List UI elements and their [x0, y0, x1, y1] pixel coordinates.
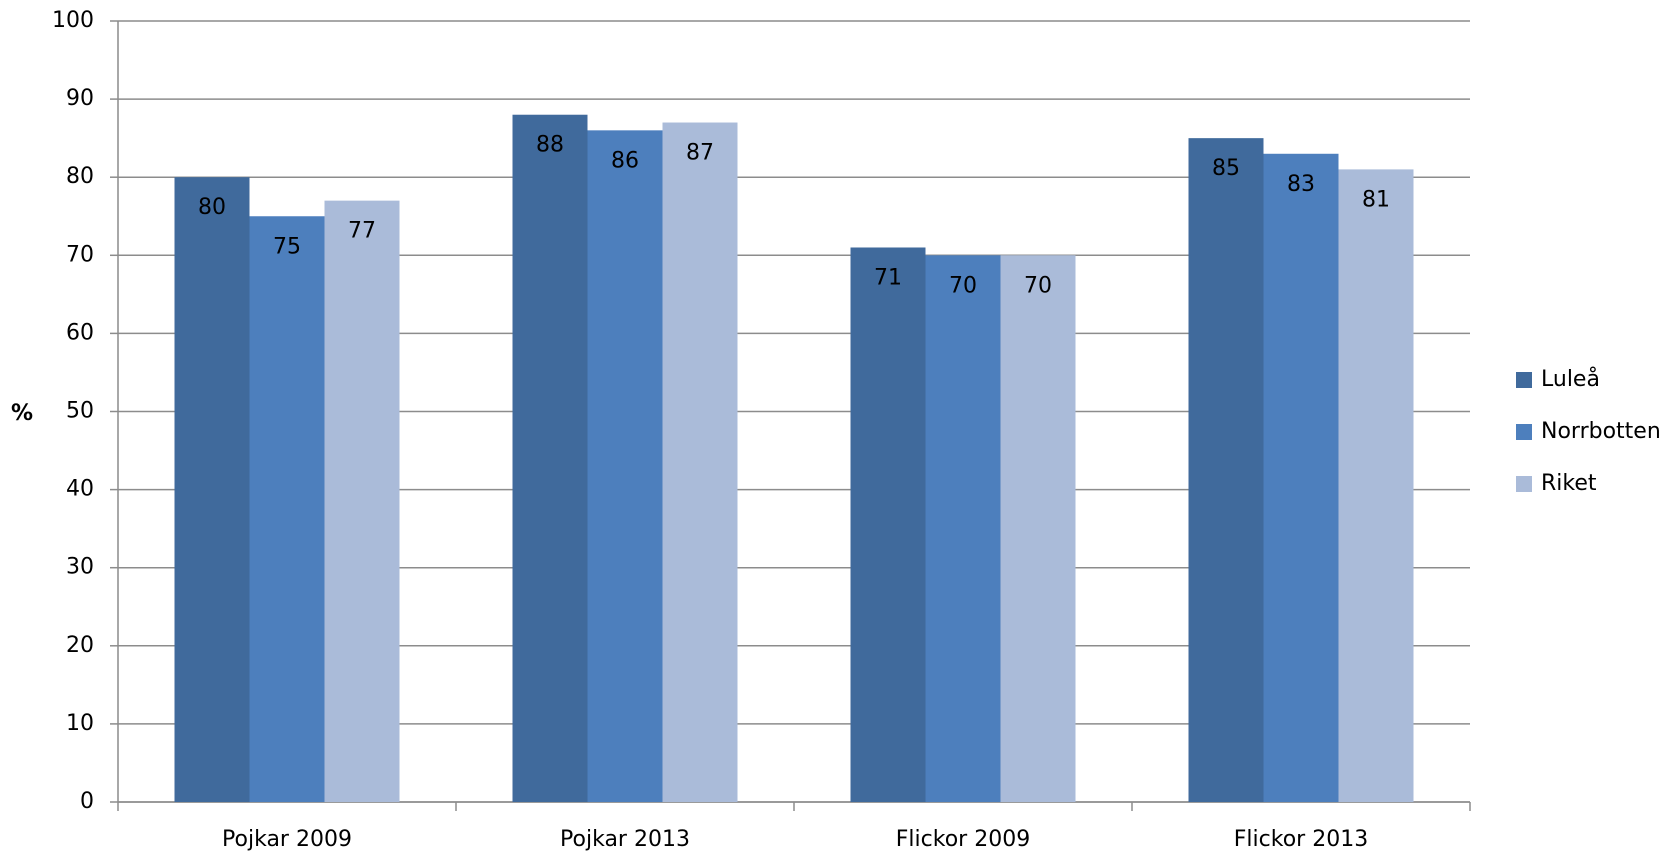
legend-swatch — [1516, 372, 1532, 388]
y-tick-label: 70 — [66, 242, 94, 267]
y-tick-label: 0 — [80, 789, 94, 814]
legend-label: Norrbotten — [1541, 419, 1661, 444]
x-tick-label: Flickor 2009 — [896, 827, 1030, 852]
bar — [662, 122, 738, 802]
bar — [925, 255, 1001, 803]
data-label: 87 — [686, 141, 714, 166]
y-tick-label: 50 — [66, 399, 94, 424]
y-tick-label: 90 — [66, 86, 94, 111]
bar — [1000, 255, 1076, 803]
y-tick-label: 100 — [52, 8, 94, 33]
bar — [1188, 138, 1264, 802]
data-label: 77 — [348, 219, 376, 244]
legend-label: Riket — [1541, 471, 1597, 496]
legend-swatch — [1516, 476, 1532, 492]
bar — [324, 200, 400, 802]
y-tick-label: 30 — [66, 555, 94, 580]
data-label: 70 — [1024, 273, 1052, 298]
bar — [850, 247, 926, 803]
legend-label: Luleå — [1541, 366, 1600, 392]
y-tick-label: 10 — [66, 711, 94, 736]
x-tick-label: Pojkar 2013 — [560, 827, 690, 852]
bar — [249, 216, 325, 802]
bar — [174, 177, 250, 802]
data-label: 85 — [1212, 156, 1240, 181]
bar — [1338, 169, 1414, 802]
x-tick-label: Pojkar 2009 — [222, 827, 352, 852]
y-tick-label: 80 — [66, 164, 94, 189]
data-label: 88 — [536, 133, 564, 158]
y-tick-label: 60 — [66, 320, 94, 345]
legend-swatch — [1516, 424, 1532, 440]
y-tick-label: 40 — [66, 477, 94, 502]
bar — [587, 130, 663, 803]
data-label: 83 — [1287, 172, 1315, 197]
data-label: 70 — [949, 273, 977, 298]
x-tick-label: Flickor 2013 — [1234, 827, 1368, 852]
y-tick-label: 20 — [66, 633, 94, 658]
data-label: 75 — [273, 234, 301, 259]
data-label: 80 — [198, 195, 226, 220]
bar — [512, 114, 588, 803]
bar — [1263, 153, 1339, 802]
y-axis-label: % — [11, 401, 33, 426]
data-label: 71 — [874, 265, 902, 290]
data-label: 81 — [1362, 187, 1390, 212]
data-label: 86 — [611, 148, 639, 173]
